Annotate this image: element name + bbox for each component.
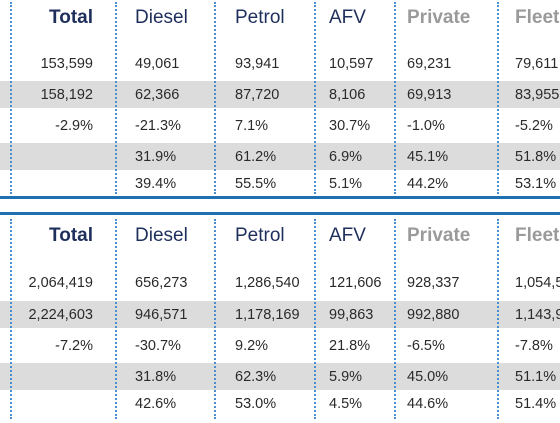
column-divider: [394, 219, 396, 419]
table-row: 42.6% 53.0% 4.5% 44.6% 51.4%: [0, 390, 560, 417]
column-divider: [214, 2, 216, 194]
table-row: 2,064,419 656,273 1,286,540 121,606 928,…: [0, 269, 560, 296]
cell-fleet: 79,611: [515, 55, 559, 72]
cell-petrol: 9.2%: [235, 337, 269, 354]
cell-private: 45.0%: [407, 368, 449, 385]
cell-private: 69,231: [407, 55, 452, 72]
cell-private: 45.1%: [407, 148, 449, 165]
cell-fleet: 1,143,9: [515, 306, 560, 323]
table-row: 158,192 62,366 87,720 8,106 69,913 83,95…: [0, 81, 560, 108]
cell-fleet: 53.1%: [515, 175, 557, 192]
header-afv: AFV: [329, 7, 366, 28]
table-row: 153,599 49,061 93,941 10,597 69,231 79,6…: [0, 50, 560, 77]
cell-fleet: 51.1%: [515, 368, 557, 385]
header-total: Total: [49, 225, 93, 246]
column-divider: [394, 2, 396, 194]
cell-afv: 5.9%: [329, 368, 363, 385]
cell-fleet: -7.8%: [515, 337, 553, 354]
column-divider: [497, 2, 499, 194]
cell-afv: 4.5%: [329, 395, 363, 412]
cell-total: [0, 390, 93, 417]
cell-total: -7.2%: [55, 337, 93, 354]
cell-fleet: 1,054,5: [515, 274, 560, 291]
cell-fleet: 51.8%: [515, 148, 557, 165]
cell-fleet: 83,955: [515, 86, 560, 103]
cell-petrol: 93,941: [235, 55, 280, 72]
cell-total: 158,192: [40, 86, 93, 103]
header-afv: AFV: [329, 225, 366, 246]
cell-diesel: 31.8%: [135, 368, 177, 385]
cell-total: 2,224,603: [28, 306, 93, 323]
cell-petrol: 62.3%: [235, 368, 277, 385]
cell-private: 44.6%: [407, 395, 449, 412]
cell-private: -1.0%: [407, 117, 445, 134]
table-row: 31.8% 62.3% 5.9% 45.0% 51.1%: [0, 363, 560, 390]
column-divider: [314, 219, 316, 419]
table-row: 31.9% 61.2% 6.9% 45.1% 51.8%: [0, 143, 560, 170]
cell-diesel: -21.3%: [135, 117, 181, 134]
header-diesel: Diesel: [135, 7, 188, 28]
top-header-row: Total Diesel Petrol AFV Private Fleet: [0, 0, 560, 36]
cell-afv: 8,106: [329, 86, 366, 103]
cell-diesel: -30.7%: [135, 337, 181, 354]
cell-diesel: 656,273: [135, 274, 188, 291]
column-divider: [10, 2, 12, 194]
cell-diesel: 31.9%: [135, 148, 177, 165]
header-fleet: Fleet: [515, 7, 560, 28]
cell-private: -6.5%: [407, 337, 445, 354]
table-row: -7.2% -30.7% 9.2% 21.8% -6.5% -7.8%: [0, 332, 560, 359]
cell-fleet: -5.2%: [515, 117, 553, 134]
column-divider: [214, 219, 216, 419]
cell-afv: 121,606: [329, 274, 382, 291]
cell-petrol: 1,178,169: [235, 306, 300, 323]
header-fleet: Fleet: [515, 225, 560, 246]
cell-diesel: 39.4%: [135, 175, 177, 192]
cell-afv: 5.1%: [329, 175, 363, 192]
cell-afv: 10,597: [329, 55, 374, 72]
header-petrol: Petrol: [235, 7, 285, 28]
cell-total: [0, 363, 93, 390]
bottom-table: Total Diesel Petrol AFV Private Fleet 2,…: [0, 212, 560, 423]
column-divider: [10, 219, 12, 419]
column-divider: [115, 219, 117, 419]
cell-total: -2.9%: [55, 117, 93, 134]
cell-private: 928,337: [407, 274, 460, 291]
cell-petrol: 87,720: [235, 86, 280, 103]
cell-petrol: 7.1%: [235, 117, 269, 134]
cell-petrol: 53.0%: [235, 395, 277, 412]
cell-petrol: 61.2%: [235, 148, 277, 165]
cell-diesel: 42.6%: [135, 395, 177, 412]
cell-total: 2,064,419: [28, 274, 93, 291]
cell-afv: 30.7%: [329, 117, 371, 134]
column-divider: [115, 2, 117, 194]
column-divider: [497, 219, 499, 419]
header-total: Total: [49, 7, 93, 28]
header-private: Private: [407, 225, 471, 246]
table-gap: [0, 199, 560, 212]
cell-private: 44.2%: [407, 175, 449, 192]
header-petrol: Petrol: [235, 225, 285, 246]
cell-private: 992,880: [407, 306, 460, 323]
cell-total: [0, 170, 93, 196]
top-table: Total Diesel Petrol AFV Private Fleet 15…: [0, 0, 560, 199]
table-row: 39.4% 55.5% 5.1% 44.2% 53.1%: [0, 170, 560, 196]
cell-total: 153,599: [40, 55, 93, 72]
cell-diesel: 946,571: [135, 306, 188, 323]
header-diesel: Diesel: [135, 225, 188, 246]
table-row: 2,224,603 946,571 1,178,169 99,863 992,8…: [0, 301, 560, 328]
cell-private: 69,913: [407, 86, 452, 103]
cell-diesel: 49,061: [135, 55, 180, 72]
cell-diesel: 62,366: [135, 86, 180, 103]
cell-petrol: 1,286,540: [235, 274, 300, 291]
bottom-header-row: Total Diesel Petrol AFV Private Fleet: [0, 218, 560, 254]
cell-afv: 99,863: [329, 306, 374, 323]
cell-total: [0, 143, 93, 170]
cell-fleet: 51.4%: [515, 395, 557, 412]
column-divider: [314, 2, 316, 194]
table-row: -2.9% -21.3% 7.1% 30.7% -1.0% -5.2%: [0, 112, 560, 139]
header-private: Private: [407, 7, 471, 28]
cell-petrol: 55.5%: [235, 175, 277, 192]
cell-afv: 21.8%: [329, 337, 371, 354]
cell-afv: 6.9%: [329, 148, 363, 165]
